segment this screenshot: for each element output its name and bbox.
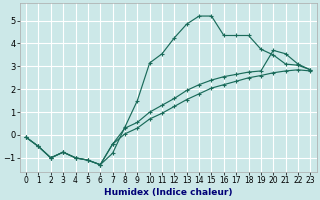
- X-axis label: Humidex (Indice chaleur): Humidex (Indice chaleur): [104, 188, 232, 197]
